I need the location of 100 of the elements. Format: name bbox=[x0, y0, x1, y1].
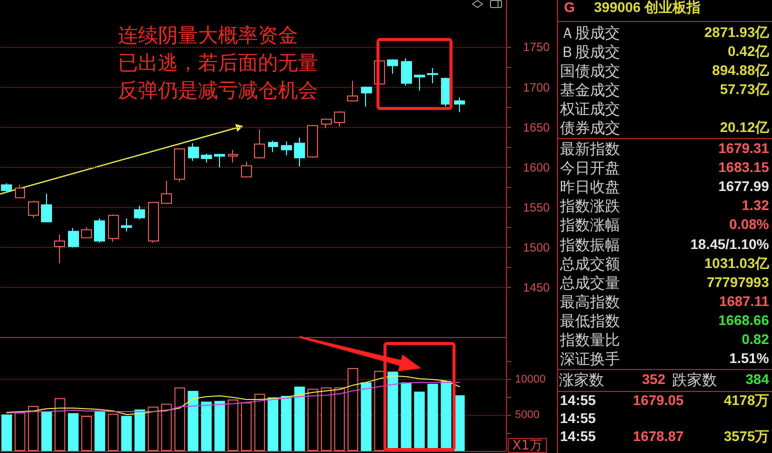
text: 352 bbox=[642, 371, 666, 389]
text: 1687.11 bbox=[719, 292, 769, 309]
text: 1679.31 bbox=[718, 140, 769, 156]
bar bbox=[94, 412, 106, 451]
candlestick bbox=[401, 58, 412, 86]
line-series bbox=[6, 382, 460, 414]
y-tick-label: 1500 bbox=[523, 240, 550, 254]
bar bbox=[188, 390, 198, 451]
category-label: 指数涨跌 bbox=[560, 197, 620, 216]
bar bbox=[268, 397, 278, 451]
bar bbox=[280, 396, 292, 451]
candlestick bbox=[214, 153, 225, 168]
candlestick bbox=[347, 80, 358, 102]
candlestick bbox=[241, 161, 252, 178]
line-series bbox=[6, 375, 460, 416]
bar bbox=[360, 382, 372, 451]
category-label: 债券成交 bbox=[560, 119, 620, 137]
category-label: 深证换手 bbox=[560, 350, 620, 368]
text: 399006 创业板指 bbox=[594, 0, 701, 17]
candlestick bbox=[321, 118, 332, 129]
category-label: 指数振幅 bbox=[560, 236, 620, 254]
text: 20.12亿 bbox=[720, 119, 769, 135]
bar bbox=[68, 413, 79, 451]
y-tick-label: 5000 bbox=[515, 409, 540, 422]
category-label: 最新指数 bbox=[560, 140, 620, 158]
text: 1679.05 bbox=[633, 392, 684, 410]
candlestick bbox=[228, 149, 238, 163]
y-tick-label: 1700 bbox=[523, 80, 550, 94]
candlestick bbox=[201, 153, 212, 163]
text: 77797993 bbox=[706, 274, 769, 290]
text: 1677.99 bbox=[718, 178, 769, 194]
category-label: 最低指数 bbox=[560, 312, 620, 330]
candlestick bbox=[427, 68, 438, 84]
candlestick bbox=[94, 218, 105, 244]
category-label: 指数量比 bbox=[560, 331, 620, 349]
candlestick bbox=[294, 137, 305, 167]
candlestick bbox=[307, 124, 318, 158]
bar bbox=[134, 410, 146, 451]
text: 涨家数 bbox=[559, 371, 604, 389]
text: 2871.93亿 bbox=[704, 24, 769, 40]
bar bbox=[41, 412, 52, 451]
candlestick bbox=[361, 86, 372, 107]
candlestick bbox=[28, 200, 39, 218]
candlestick bbox=[121, 218, 132, 232]
bar bbox=[121, 416, 132, 451]
category-label: 指数涨幅 bbox=[560, 216, 620, 234]
text: 3575万 bbox=[724, 428, 769, 446]
text: 0.82 bbox=[742, 331, 769, 347]
annotation: 已出逃，若后面的无量 bbox=[118, 50, 318, 74]
text: 1668.66 bbox=[718, 312, 769, 328]
text: 894.88亿 bbox=[712, 62, 769, 78]
category-label: Ｂ股成交 bbox=[560, 43, 620, 61]
category-label: 权证成交 bbox=[560, 100, 620, 118]
candlestick bbox=[148, 202, 159, 244]
candlestick bbox=[108, 214, 119, 242]
y-tick-label: 1650 bbox=[523, 120, 550, 134]
text: 1683.15 bbox=[718, 159, 769, 176]
text: 跌家数 bbox=[672, 371, 717, 389]
category-label: 总成交额 bbox=[560, 254, 620, 273]
text: 57.73亿 bbox=[720, 81, 769, 97]
y-tick-label: 10000 bbox=[515, 373, 546, 386]
candlestick bbox=[254, 129, 265, 159]
text: 384 bbox=[746, 371, 769, 389]
candlestick bbox=[268, 140, 278, 153]
candlestick bbox=[81, 226, 92, 238]
candlestick bbox=[334, 110, 345, 127]
y-axis-title: X1万 bbox=[512, 438, 543, 453]
category-label: 今日开盘 bbox=[560, 159, 620, 178]
candlestick bbox=[68, 228, 79, 248]
text: 0.08% bbox=[729, 216, 769, 232]
bar bbox=[201, 402, 212, 451]
candlestick bbox=[414, 74, 425, 91]
candlestick bbox=[188, 142, 199, 162]
y-tick-label: 1600 bbox=[523, 160, 550, 174]
text: 14:55 bbox=[560, 428, 596, 446]
candlestick bbox=[174, 148, 185, 182]
text: 4178万 bbox=[724, 392, 769, 410]
category-label: 昨日收盘 bbox=[560, 178, 620, 196]
bar bbox=[1, 414, 12, 451]
candlestick bbox=[454, 97, 465, 113]
candlestick bbox=[41, 193, 52, 222]
candlestick bbox=[281, 141, 292, 156]
category-label: 基金成交 bbox=[560, 81, 620, 99]
candlestick bbox=[134, 205, 145, 220]
category-label: 最高指数 bbox=[560, 292, 620, 311]
candlestick bbox=[161, 180, 172, 204]
text: 14:55 bbox=[560, 410, 596, 428]
text: 1031.03亿 bbox=[704, 254, 769, 271]
category-label: 国债成交 bbox=[560, 62, 620, 80]
text: 18.45/1.10% bbox=[690, 236, 769, 252]
text: 1.32 bbox=[742, 197, 769, 214]
candlestick bbox=[54, 234, 65, 264]
text: 0.42亿 bbox=[728, 43, 769, 59]
text: 1678.87 bbox=[633, 428, 684, 446]
text: 14:55 bbox=[560, 392, 596, 410]
annotation: 连续阴量大概率资金 bbox=[118, 23, 298, 47]
candlestick bbox=[387, 58, 398, 74]
category-label: 总成交量 bbox=[560, 274, 620, 292]
text: 1.51% bbox=[729, 350, 769, 366]
y-tick-label: 1450 bbox=[523, 280, 550, 294]
